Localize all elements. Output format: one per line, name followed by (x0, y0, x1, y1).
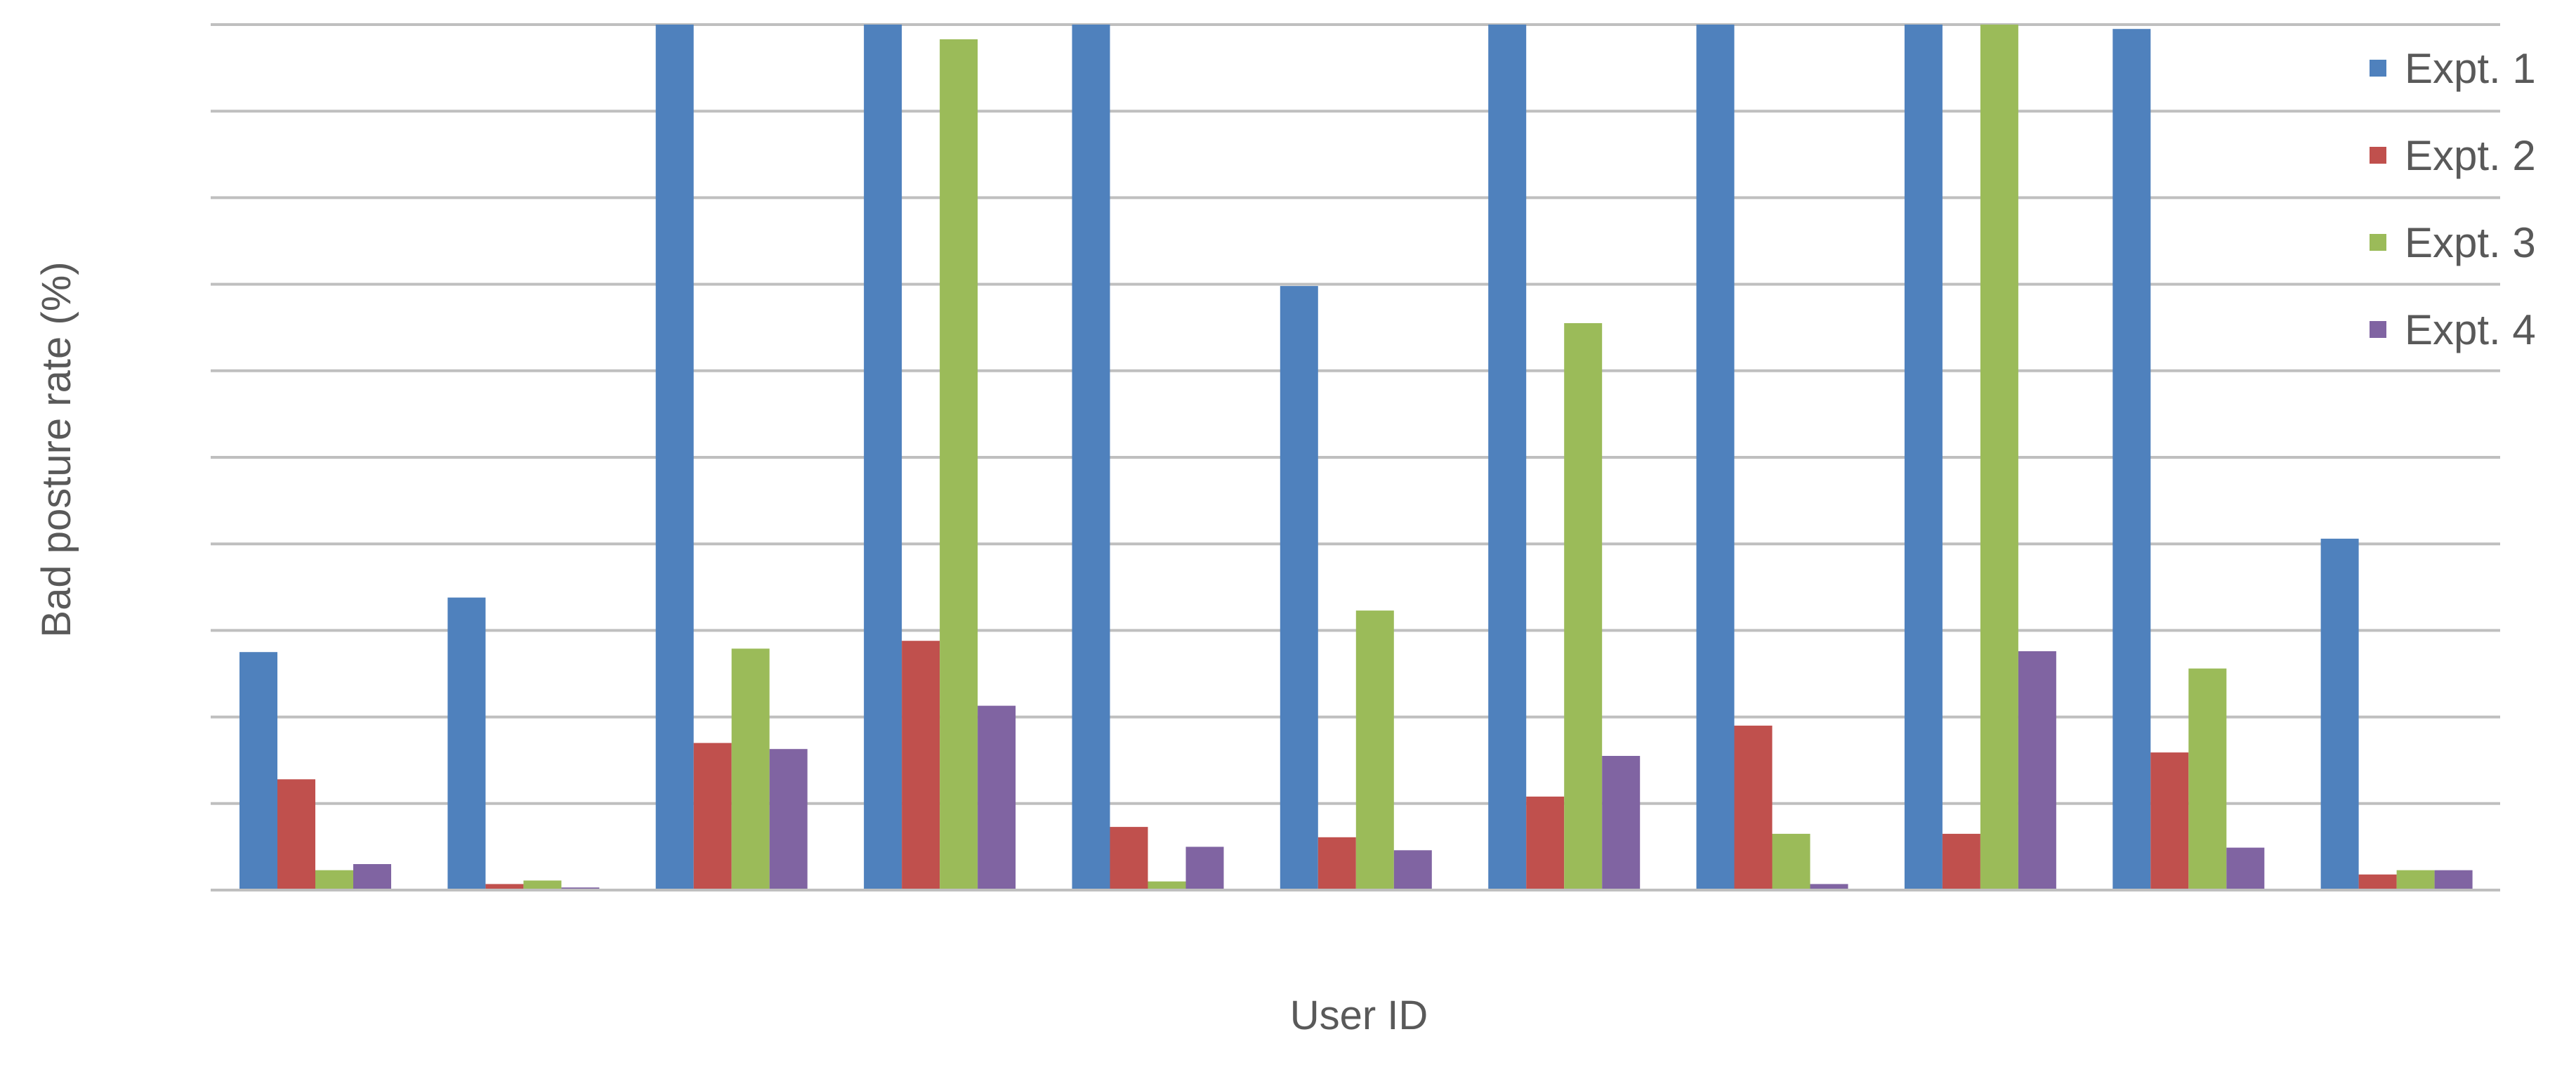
x-axis-label: User ID (1290, 993, 1428, 1038)
bar-series-3-category-4 (940, 39, 978, 890)
bar-series-2-category-1 (277, 779, 315, 890)
bar-series-4-category-6 (1393, 850, 1432, 890)
bar-series-3-category-2 (523, 880, 562, 890)
bar-series-1-category-8 (1696, 25, 1735, 890)
bar-series-3-category-3 (731, 648, 770, 890)
bar-series-4-category-9 (2018, 651, 2056, 890)
bar-series-2-category-6 (1317, 837, 1356, 890)
bar-series-2-category-10 (2150, 752, 2189, 890)
bar-series-2-category-9 (1942, 833, 1980, 890)
bar-series-3-category-7 (1564, 323, 1603, 890)
bar-series-1-category-7 (1488, 25, 1527, 890)
bar-series-1-category-4 (864, 25, 902, 890)
legend-label-3: Expt. 3 (2405, 219, 2536, 266)
bar-series-1-category-6 (1280, 286, 1318, 891)
bar-series-1-category-10 (2112, 29, 2151, 891)
legend-swatch-2 (2370, 147, 2386, 164)
bar-series-4-category-11 (2434, 870, 2473, 890)
bar-series-4-category-7 (1602, 756, 1641, 890)
bar-series-4-category-5 (1185, 847, 1224, 890)
bar-series-3-category-6 (1355, 610, 1394, 890)
bar-series-1-category-9 (1904, 25, 1943, 890)
bar-series-4-category-1 (353, 864, 391, 890)
bar-series-2-category-2 (485, 884, 524, 890)
bar-series-3-category-9 (1980, 25, 2018, 890)
bar-series-1-category-3 (655, 25, 694, 890)
legend-label-1: Expt. 1 (2405, 45, 2536, 92)
bar-series-2-category-4 (902, 641, 940, 890)
bar-series-2-category-3 (693, 743, 732, 890)
bar-series-3-category-8 (1772, 833, 1811, 890)
bar-series-4-category-10 (2226, 847, 2265, 890)
y-axis-label: Bad posture rate (%) (34, 261, 79, 637)
bar-series-3-category-11 (2396, 870, 2435, 890)
legend-swatch-4 (2370, 321, 2386, 338)
bar-series-1-category-2 (447, 597, 486, 890)
bar-series-4-category-4 (978, 705, 1016, 890)
legend-label-4: Expt. 4 (2405, 306, 2536, 353)
bar-series-1-category-11 (2320, 538, 2359, 890)
bar-series-2-category-7 (1526, 796, 1565, 890)
bar-series-3-category-5 (1148, 881, 1186, 890)
bar-series-2-category-5 (1110, 827, 1148, 890)
bar-series-1-category-5 (1072, 25, 1110, 890)
bars (239, 25, 2473, 891)
legend-label-2: Expt. 2 (2405, 132, 2536, 179)
bar-series-4-category-8 (1810, 884, 1848, 890)
legend-swatch-1 (2370, 60, 2386, 77)
legend: Expt. 1 Expt. 2 Expt. 3 Expt. 4 (2370, 45, 2536, 353)
bar-series-3-category-1 (315, 870, 353, 890)
legend-swatch-3 (2370, 234, 2386, 251)
bar-series-3-category-10 (2188, 668, 2227, 890)
bar-series-2-category-11 (2358, 874, 2397, 890)
bar-series-4-category-3 (769, 749, 808, 890)
bar-series-2-category-8 (1734, 725, 1773, 890)
bar-series-1-category-1 (239, 652, 277, 890)
